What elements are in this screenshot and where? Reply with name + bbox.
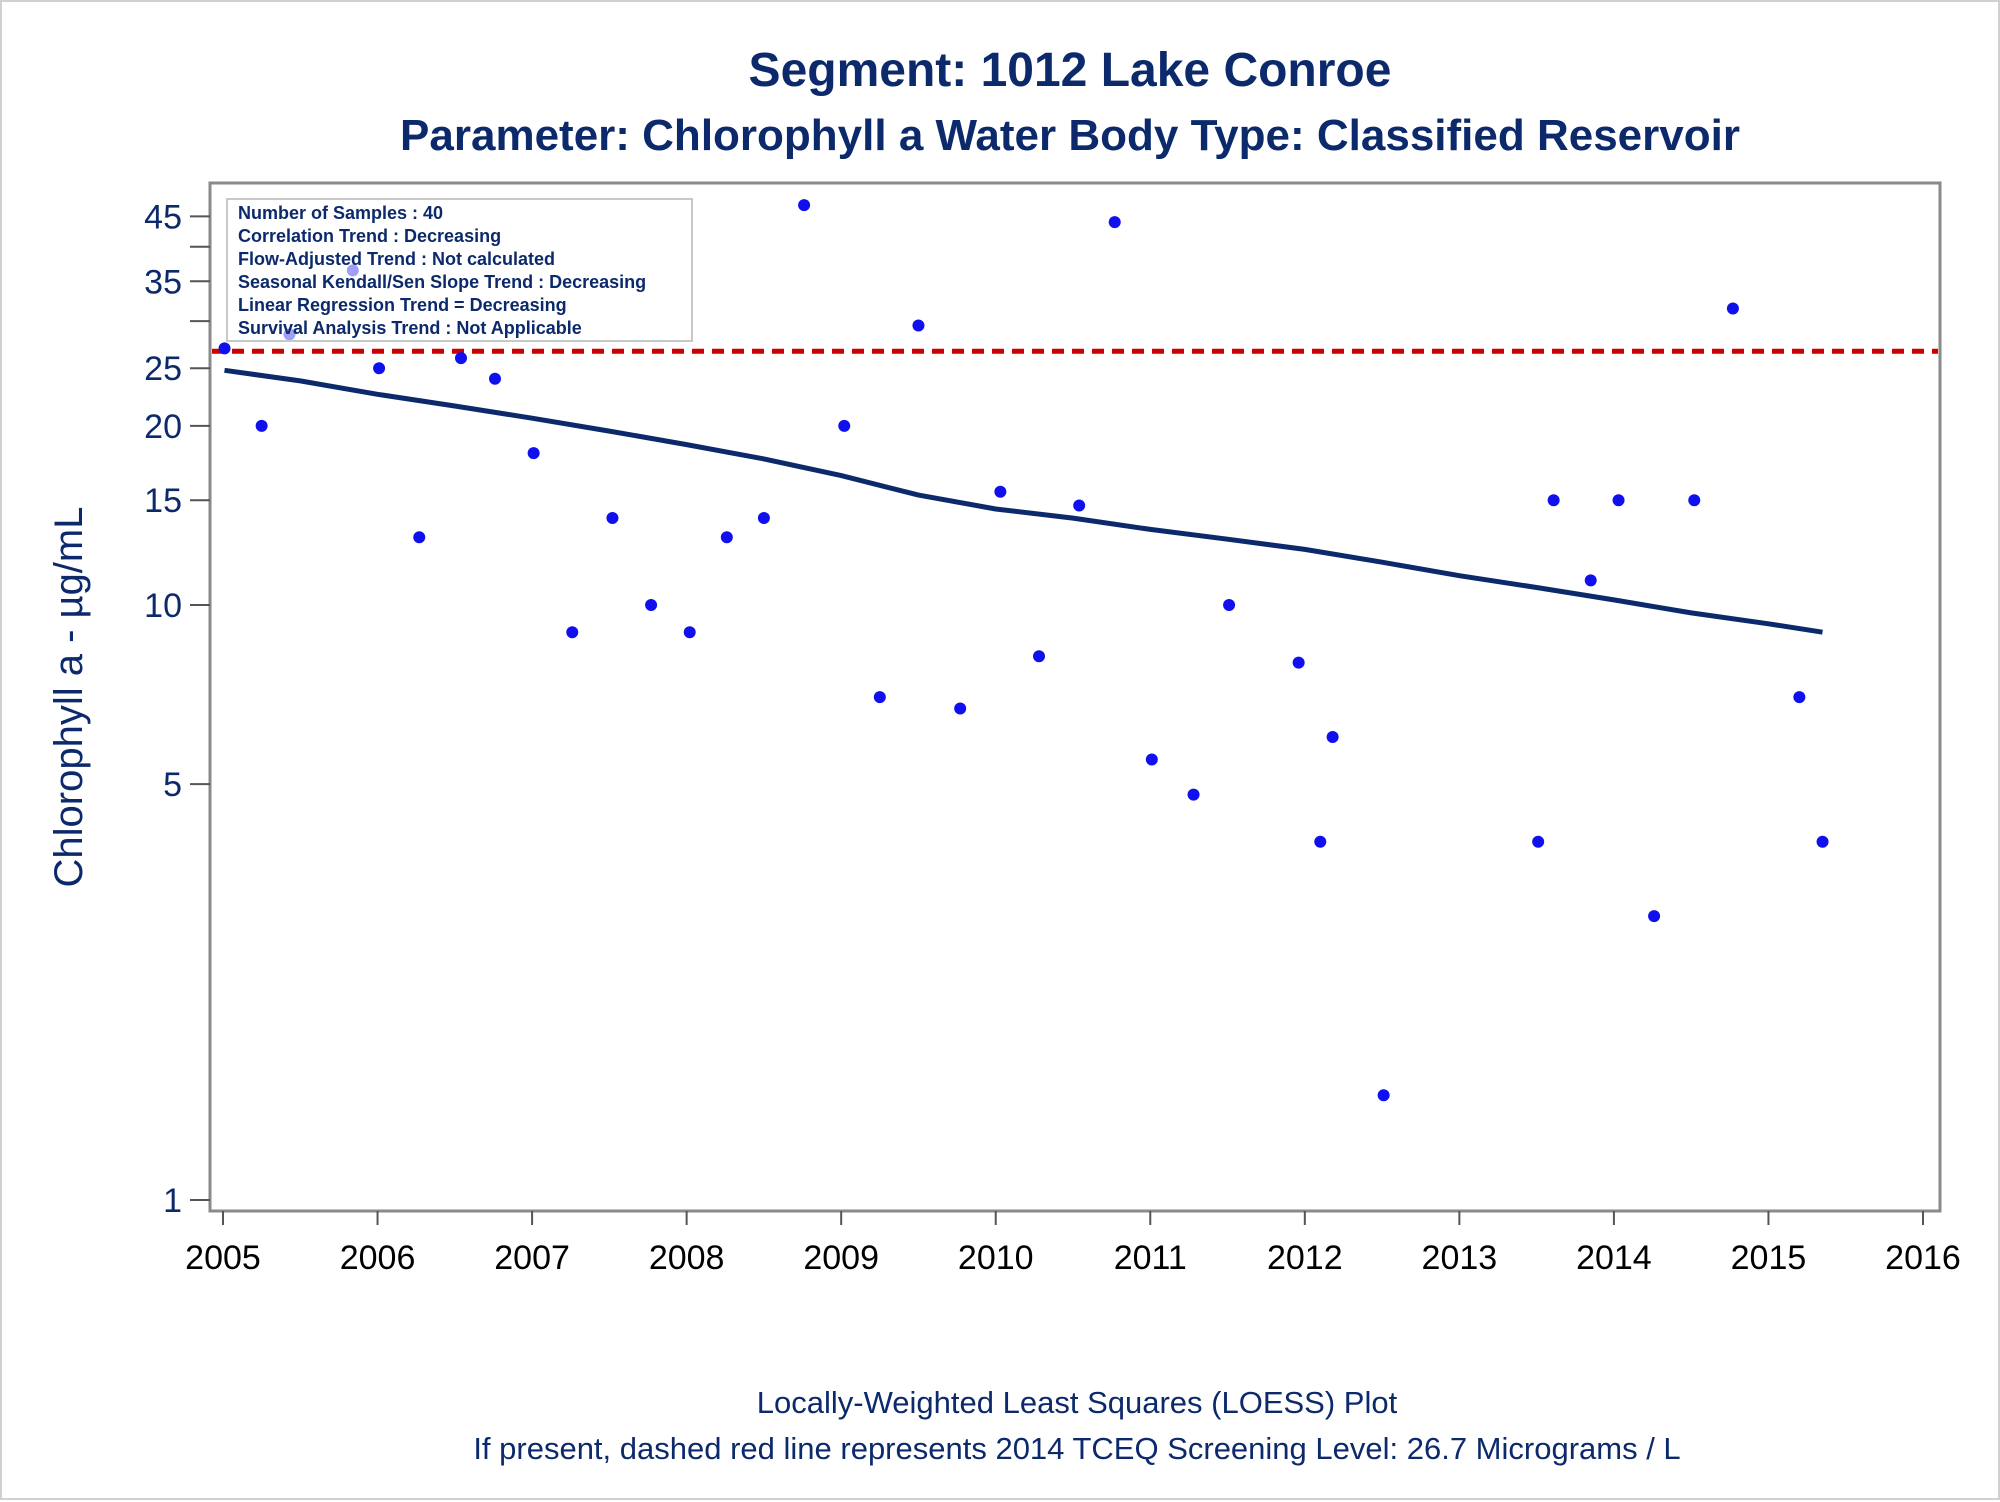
data-point [1033,650,1045,663]
y-tick-label: 25 [144,350,182,388]
stats-line: Number of Samples : 40 [238,203,443,223]
data-point [489,372,501,385]
data-point [645,599,658,611]
data-point [994,485,1007,498]
data-point [606,512,619,525]
data-point [1377,1089,1390,1102]
data-point [566,626,579,639]
data-point [873,691,886,704]
x-tick-label: 2013 [1422,1239,1498,1277]
x-tick-label: 2005 [185,1239,261,1277]
data-point [1145,753,1158,766]
y-tick-label: 20 [144,408,182,446]
x-tick-label: 2011 [1114,1239,1187,1277]
data-point [1532,835,1545,848]
data-point [1187,788,1200,801]
stats-line: Flow-Adjusted Trend : Not calculated [238,249,555,269]
data-point [1584,574,1597,587]
data-point [954,702,967,715]
loess-line [224,367,1823,635]
chart-subtitle: Parameter: Chlorophyll a Water Body Type… [400,111,1740,160]
data-point [1223,599,1236,611]
stats-line: Survival Analysis Trend : Not Applicable [238,318,582,338]
plot-area-frame [208,181,1942,1213]
data-point [1688,494,1701,507]
data-point [1073,499,1086,512]
data-point [455,352,467,365]
stats-box-frame [226,198,693,342]
data-point [757,512,770,525]
data-point [1108,216,1121,229]
data-point [838,419,851,432]
x-tick-label: 2016 [1885,1239,1961,1277]
footnote-line-1: Locally-Weighted Least Squares (LOESS) P… [757,1385,1398,1420]
footnote-line-2: If present, dashed red line represents 2… [473,1431,1680,1466]
x-tick-label: 2010 [958,1239,1034,1277]
data-point [1816,835,1829,848]
data-point [527,447,540,460]
stats-box: Number of Samples : 40 Correlation Trend… [226,198,693,342]
x-tick-label: 2006 [340,1239,416,1277]
x-tick-label: 2009 [803,1239,879,1277]
data-point [1547,494,1560,507]
data-point [720,531,733,544]
y-tick-label: 35 [144,263,182,301]
data-point [1612,494,1625,507]
data-point [912,319,925,332]
x-tick-label: 2012 [1267,1239,1343,1277]
loess-layer [224,367,1823,635]
y-tick-label: 1 [163,1182,182,1220]
data-point [798,199,811,212]
x-tick-label: 2007 [494,1239,570,1277]
stats-line: Correlation Trend : Decreasing [238,226,501,246]
data-point [218,342,231,355]
x-tick-label: 2014 [1576,1239,1652,1277]
y-tick-label: 10 [144,587,182,625]
data-point [1726,302,1739,315]
x-axis: 2005 2006 2007 2008 2009 2010 2011 2012 2013 2014… [185,1211,1961,1277]
points-layer [218,199,1829,1102]
data-point [1292,656,1305,669]
x-tick-label: 2008 [649,1239,725,1277]
x-tick-label: 2015 [1731,1239,1807,1277]
data-point [1314,835,1327,848]
data-point [373,362,386,375]
stats-line: Seasonal Kendall/Sen Slope Trend : Decre… [238,272,646,292]
data-point [413,531,426,544]
data-point [255,419,268,432]
chart-title: Segment: 1012 Lake Conroe [749,44,1392,97]
data-point [1326,731,1339,743]
y-tick-label: 5 [163,766,182,804]
data-point [1648,910,1661,923]
y-axis-label: Chlorophyll a - µg/mL [47,507,91,888]
data-point [1793,691,1806,704]
y-tick-label: 15 [144,482,182,520]
data-point [683,626,696,639]
y-tick-label: 45 [144,198,182,236]
stats-line: Linear Regression Trend = Decreasing [238,295,567,315]
